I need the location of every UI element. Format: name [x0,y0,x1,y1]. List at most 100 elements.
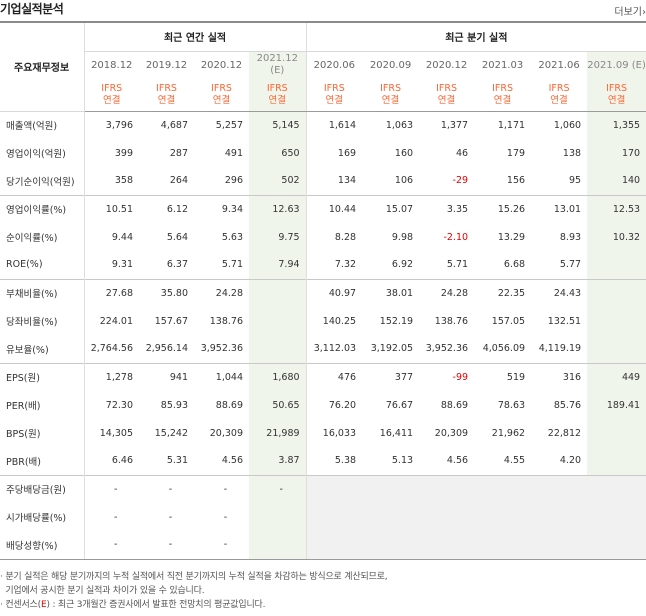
quarter-cell: 179 [506,147,526,159]
quarter-cell: 46 [455,147,469,159]
annual-cell: 3,952.36 [200,343,243,355]
quarter-cell: 1,355 [587,111,646,139]
quarter-cell: 1,063 [385,119,414,131]
quarter-cell: 85.76 [553,399,582,411]
quarter-cell: 6.92 [391,259,414,271]
annual-cell: 12.63 [249,194,307,223]
quarter-cell: 4,056.09 [482,343,526,355]
quarter-period-header: 2021.06 [538,59,580,71]
annual-cell: - [83,531,139,560]
row-label: 당기순이익(억원) [6,176,75,188]
quarter-cell [362,503,420,531]
quarter-cell: 3,952.36 [425,343,469,355]
annual-cell: 3,796 [83,111,139,139]
quarter-cell: 152.19 [379,315,414,327]
annual-cell: 9.34 [194,194,249,223]
table-row: 주당배당금(원) - - - - [0,474,646,503]
quarter-cell: 1,377 [440,119,469,131]
quarter-cell: 5.71 [446,259,469,271]
quarter-cell [474,531,532,560]
row-label: EPS(원) [0,362,84,391]
quarter-cell: 157.05 [491,315,526,327]
annual-group-header: 최근 연간 실적 [83,21,307,52]
annual-cell: - [223,511,228,523]
quarter-cell [305,531,363,560]
annual-cell: 5.31 [166,455,188,467]
table-row: BPS(원) 14,305 15,242 20,309 21,989 16,033 16,4… [0,419,646,447]
footnotes: · 분기 실적은 해당 분기까지의 누적 실적에서 직전 분기까지의 누적 실적… [0,570,388,612]
annual-cell: 85.93 [160,399,188,411]
annual-cell: 15,242 [154,427,188,439]
quarter-cell: 4,119.19 [538,343,582,355]
quarter-cell: 8.28 [305,223,363,251]
annual-cell: 3.87 [249,447,307,475]
quarter-cell: 138.76 [434,315,469,327]
quarter-cell: 4.56 [446,455,469,467]
quarter-cell [587,531,646,560]
annual-cell: 6.12 [139,194,194,223]
annual-cell: 6.46 [83,447,139,475]
row-label: 영업이익률(%) [0,194,84,223]
annual-period-header: 2019.12 [145,59,188,71]
quarter-cell [305,503,363,531]
table-row: 매출액(억원) 3,796 4,687 5,257 5,145 1,614 1,063 1,3… [0,111,646,139]
annual-cell: 4.56 [221,455,243,467]
quarter-cell: -29 [452,175,469,187]
quarter-cell: 6.68 [503,259,526,271]
table-row: 당좌비율(%) 224.01 157.67 138.76 140.25 152.19 138… [0,307,646,335]
quarter-cell: 140.25 [305,307,363,335]
row-label: 매출액(억원) [6,121,58,133]
quarter-cell: 1,614 [305,111,363,139]
quarter-cell [419,474,475,503]
estimate-mark: (E) [631,59,646,71]
quarter-cell: 5.77 [559,259,582,271]
footnote-1: · 분기 실적은 해당 분기까지의 누적 실적에서 직전 분기까지의 누적 실적… [0,572,388,582]
quarter-cell: 22.35 [474,278,532,307]
annual-cell: 5,257 [215,119,243,131]
quarter-cell: 9.98 [391,231,414,243]
annual-cell: 287 [169,147,188,159]
quarter-cell: 189.41 [587,391,646,419]
quarter-cell: 4.55 [503,455,526,467]
annual-cell: 72.30 [83,391,139,419]
quarter-cell [587,278,646,307]
quarter-period-header: 2020.09 [369,59,412,71]
quarter-cell: 8.93 [559,231,582,243]
chevron-right-icon: › [642,7,646,18]
quarter-cell: 3.35 [419,194,475,223]
row-label: 유보율(%) [6,344,49,356]
period-label: 2021.09 [587,59,629,71]
ifrs-label: IFRS 연결 [305,79,363,112]
table-row: ROE(%) 9.31 6.37 5.71 7.94 7.32 6.92 5.71 6.68 5.… [0,251,646,279]
quarter-cell [587,447,646,475]
row-label: BPS(원) [6,429,41,440]
footnote-2: 기업에서 공시한 분기 실적과 차이가 있을 수 있습니다. [0,586,205,596]
quarter-cell: 449 [587,362,646,391]
annual-cell: 6.37 [166,259,188,271]
annual-cell: 4,687 [160,119,188,131]
annual-cell [249,307,307,335]
ifrs-label: IFRS 연결 [587,79,646,112]
quarter-cell [419,531,475,560]
quarter-cell: 519 [474,362,532,391]
quarter-cell: 10.44 [305,194,363,223]
annual-cell: 941 [139,362,194,391]
section-title: 기업실적분석 [0,2,64,16]
annual-cell: - [194,474,249,503]
row-label: 영업이익(억원) [6,149,66,160]
annual-cell: 1,680 [249,362,307,391]
annual-cell: 9.31 [83,251,139,279]
annual-cell: 50.65 [249,391,307,419]
table-row: 영업이익률(%) 10.51 6.12 9.34 12.63 10.44 15.07 3.35… [0,194,646,223]
quarter-cell: 140 [587,167,646,195]
more-link[interactable]: 더보기› [614,3,646,18]
quarter-cell: 1,171 [497,119,526,131]
annual-cell [249,503,307,531]
annual-cell: 5,145 [249,111,307,139]
annual-cell [249,278,307,307]
quarter-cell: 76.67 [385,399,414,411]
annual-cell: 2,764.56 [83,335,139,363]
annual-cell: - [139,531,194,560]
annual-cell: 20,309 [209,427,243,439]
quarter-cell: 13.29 [497,231,526,243]
